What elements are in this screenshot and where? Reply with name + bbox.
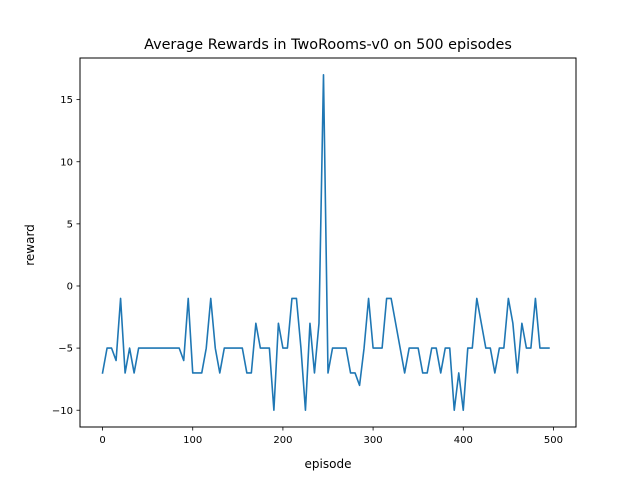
x-axis-label: episode — [305, 457, 352, 471]
y-tick-label: 15 — [60, 95, 73, 106]
x-axis: 0 100 200 300 400 500 — [99, 427, 563, 446]
x-tick-label: 100 — [183, 435, 202, 446]
x-tick-label: 300 — [364, 435, 383, 446]
x-tick-label: 200 — [273, 435, 292, 446]
axes-frame — [79, 57, 577, 428]
y-tick-label: −10 — [52, 406, 73, 417]
series-line-0 — [101, 73, 550, 412]
y-axis: −10 −5 0 5 10 15 — [52, 95, 80, 417]
y-tick-label: 10 — [60, 157, 73, 168]
x-tick-label: 500 — [544, 435, 563, 446]
chart-title: Average Rewards in TwoRooms-v0 on 500 ep… — [144, 37, 512, 53]
series-layer — [101, 73, 550, 412]
x-tick-label: 400 — [454, 435, 473, 446]
x-tick-label: 0 — [99, 435, 105, 446]
y-tick-label: −5 — [58, 344, 73, 355]
plot-area: 0 100 200 300 400 500 −10 −5 0 5 10 15 — [52, 57, 577, 446]
y-axis-label: reward — [23, 224, 37, 266]
y-tick-label: 5 — [67, 219, 73, 230]
y-tick-label: 0 — [67, 282, 73, 293]
